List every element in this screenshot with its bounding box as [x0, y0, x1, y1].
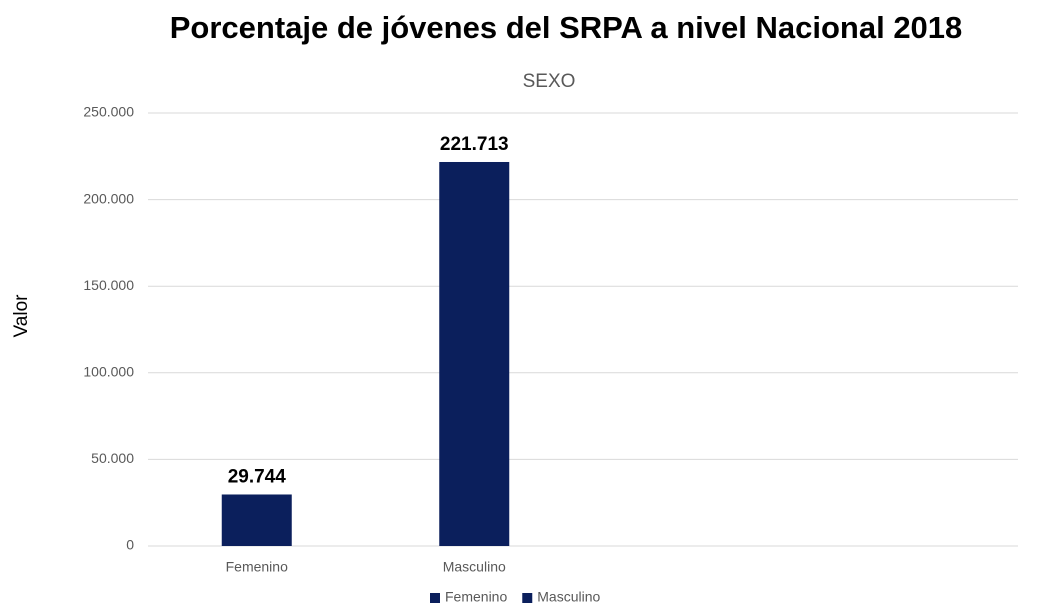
legend-label: Masculino	[537, 589, 600, 604]
y-tick-label: 150.000	[83, 277, 134, 293]
bar	[439, 161, 510, 546]
y-tick-label: 200.000	[83, 190, 134, 206]
legend-swatch	[522, 593, 533, 603]
x-tick-label: Masculino	[443, 559, 506, 575]
data-label: 29.744	[228, 466, 287, 487]
data-label: 221.713	[440, 134, 509, 155]
bar	[221, 494, 292, 546]
chart-subtitle: SEXO	[523, 71, 576, 92]
y-tick-label: 250.000	[83, 104, 134, 120]
chart-title: Porcentaje de jóvenes del SRPA a nivel N…	[170, 10, 963, 45]
legend-label: Femenino	[445, 589, 507, 604]
legend-swatch	[430, 593, 440, 603]
y-tick-label: 0	[126, 537, 134, 553]
y-tick-label: 100.000	[83, 364, 134, 380]
y-tick-label: 50.000	[91, 450, 134, 466]
y-axis-label: Valor	[11, 294, 32, 338]
x-tick-label: Femenino	[226, 559, 288, 575]
